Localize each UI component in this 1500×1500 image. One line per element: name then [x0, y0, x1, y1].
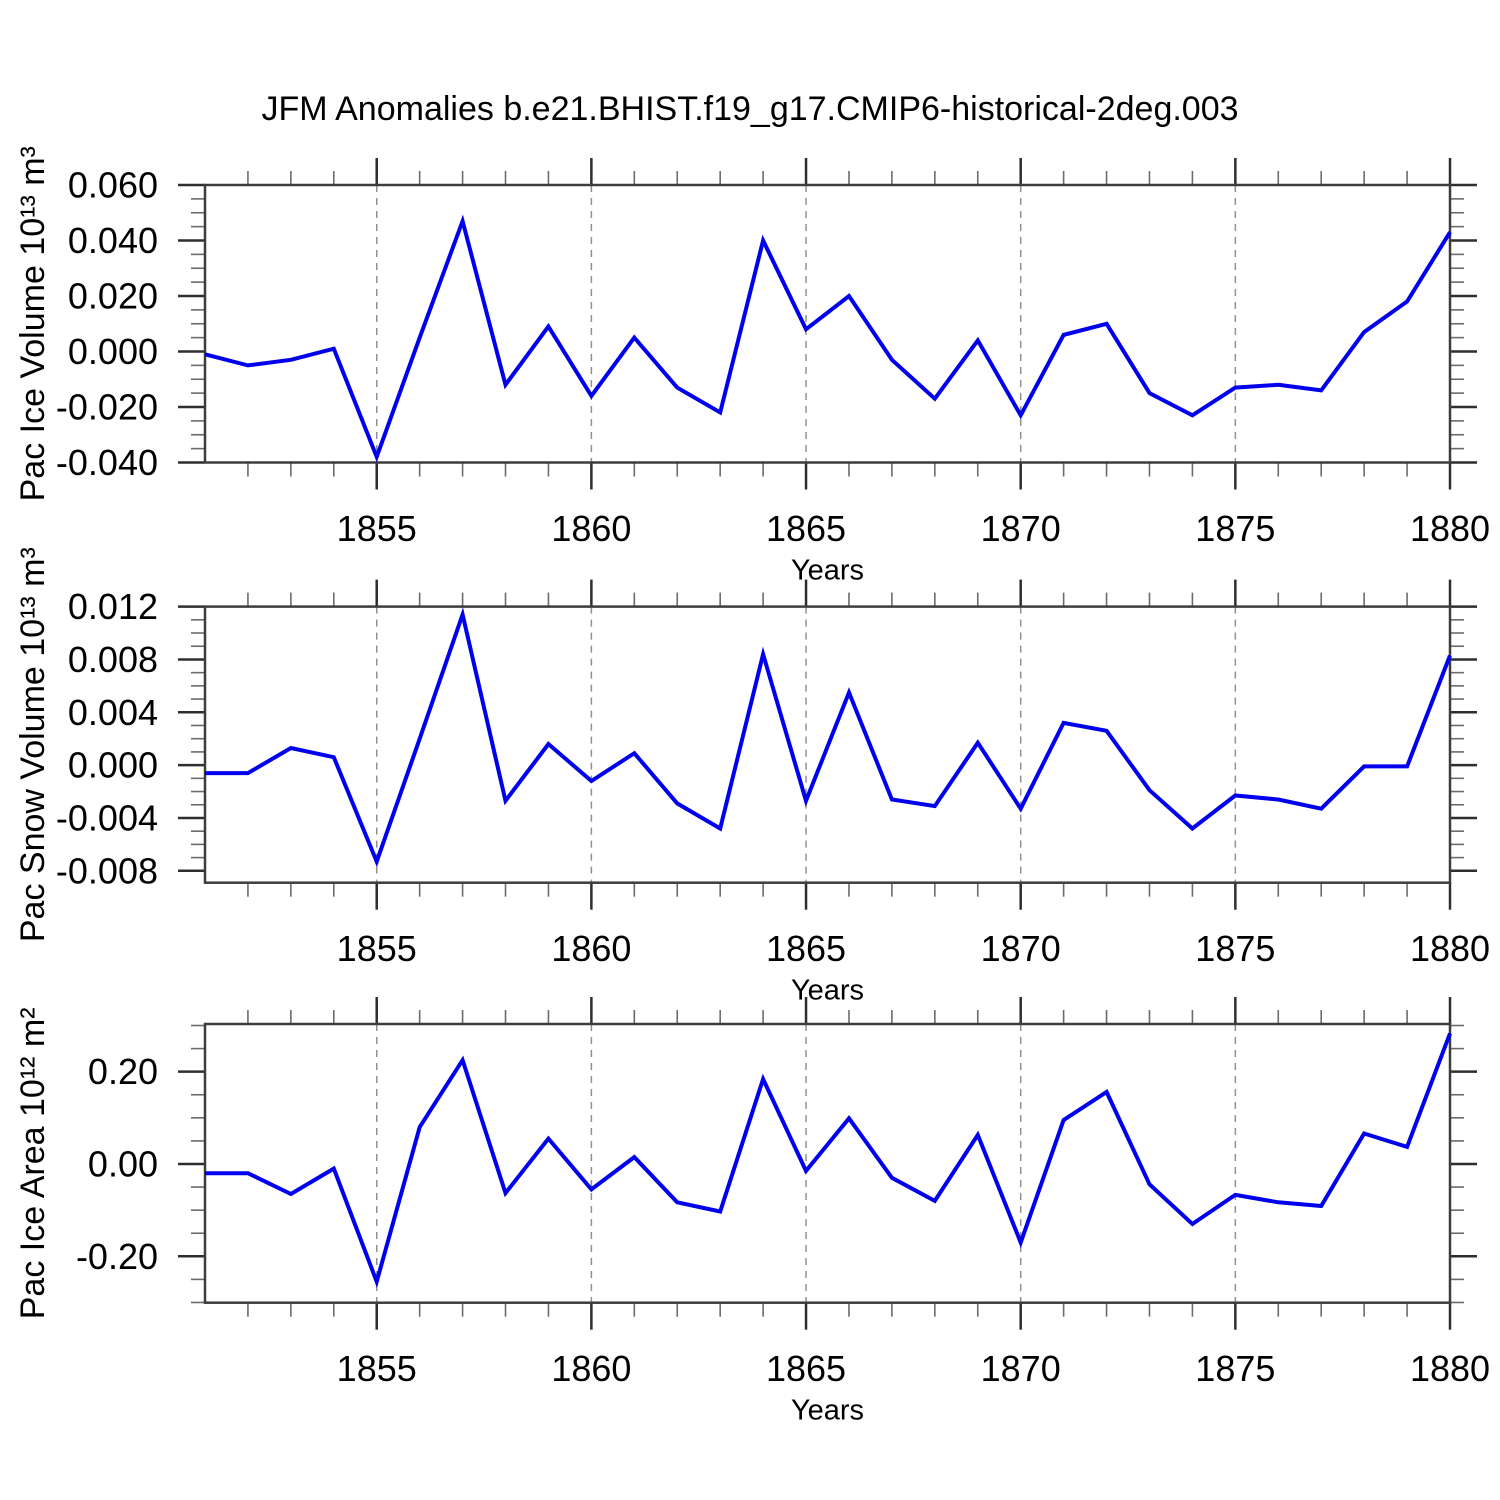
y-tick-label: 0.004	[68, 692, 158, 733]
chart-title: JFM Anomalies b.e21.BHIST.f19_g17.CMIP6-…	[261, 90, 1239, 128]
x-tick-label: 1870	[981, 1348, 1061, 1389]
y-tick-label: 0.020	[68, 276, 158, 317]
x-axis-title: Years	[791, 1395, 864, 1427]
x-tick-label: 1865	[766, 1348, 846, 1389]
y-tick-label: -0.004	[56, 797, 158, 838]
panel-frame	[203, 1022, 1452, 1304]
y-tick-label: -0.020	[56, 387, 158, 428]
y-axis-title: Pac Ice Area 10¹² m²	[14, 1007, 52, 1319]
y-axis-title: Pac Ice Volume 10¹³ m³	[14, 146, 52, 501]
x-tick-label: 1855	[337, 508, 417, 549]
x-axis-title: Years	[791, 555, 864, 587]
y-tick-label: 0.000	[68, 331, 158, 372]
x-tick-label: 1860	[551, 1348, 631, 1389]
panel-frame	[203, 605, 1452, 884]
x-tick-label: 1865	[766, 928, 846, 969]
x-tick-label: 1860	[551, 508, 631, 549]
y-tick-label: 0.00	[88, 1143, 158, 1184]
panel-frame	[203, 183, 1452, 464]
x-tick-label: 1870	[981, 928, 1061, 969]
x-tick-label: 1875	[1195, 1348, 1275, 1389]
x-tick-label: 1855	[337, 928, 417, 969]
y-tick-label: 0.040	[68, 220, 158, 261]
data-line-pac-ice-volume	[204, 214, 1452, 463]
x-tick-label: 1865	[766, 508, 846, 549]
y-axis-title: Pac Snow Volume 10¹³ m³	[14, 547, 52, 942]
y-tick-label: -0.008	[56, 850, 158, 891]
x-axis-title: Years	[791, 975, 864, 1007]
y-tick-label: -0.040	[56, 442, 158, 483]
x-tick-label: 1880	[1410, 928, 1490, 969]
data-line-pac-ice-area	[205, 1032, 1452, 1289]
y-tick-label: -0.20	[76, 1236, 158, 1277]
x-tick-label: 1860	[551, 928, 631, 969]
x-tick-label: 1870	[981, 508, 1061, 549]
y-tick-label: 0.008	[68, 639, 158, 680]
y-tick-label: 0.000	[68, 745, 158, 786]
x-tick-label: 1875	[1195, 508, 1275, 549]
y-tick-label: 0.012	[68, 586, 158, 627]
data-line-pac-snow-volume	[205, 607, 1452, 868]
x-tick-label: 1880	[1410, 508, 1490, 549]
y-tick-label: 0.20	[88, 1051, 158, 1092]
x-tick-label: 1855	[337, 1348, 417, 1389]
y-tick-label: 0.060	[68, 165, 158, 206]
x-tick-label: 1875	[1195, 928, 1275, 969]
x-tick-label: 1880	[1410, 1348, 1490, 1389]
